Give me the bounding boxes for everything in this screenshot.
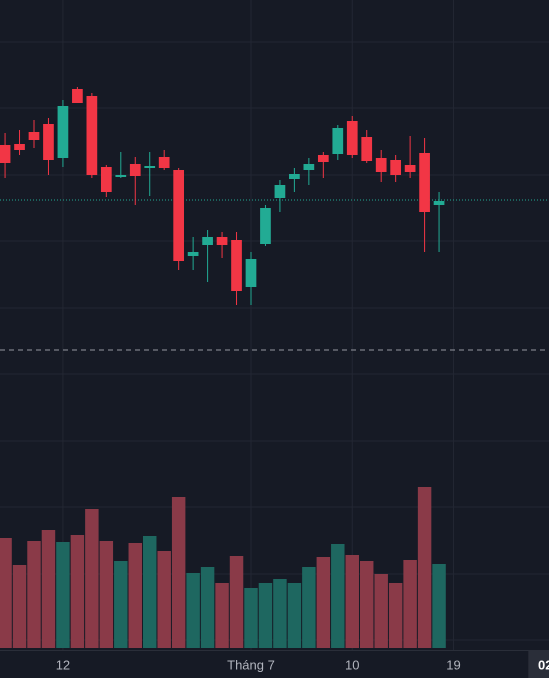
candle-body (375, 158, 387, 172)
volume-bar (56, 542, 70, 648)
crosshair-label-box (528, 651, 549, 678)
x-tick-label: 10 (345, 657, 359, 672)
volume-bar (142, 536, 157, 648)
candle-body (187, 252, 199, 256)
volume-bar (200, 567, 215, 648)
candle-body (115, 175, 127, 177)
candle-body (202, 237, 213, 245)
candle-body (173, 170, 185, 261)
candle-body (332, 128, 344, 154)
candle-body (0, 145, 11, 163)
volume-bar (273, 579, 287, 648)
candle-body (72, 89, 83, 103)
volume-bar (388, 583, 403, 648)
volume-bar (432, 564, 446, 648)
candle-body (14, 144, 25, 150)
volume-bar (27, 541, 41, 648)
x-tick-label: Tháng 7 (227, 657, 275, 672)
candle-body (260, 208, 271, 244)
candle-body (419, 153, 430, 212)
volume-bar (114, 561, 128, 648)
candle-body (129, 164, 141, 176)
x-tick-label: 19 (446, 657, 460, 672)
candle-body (57, 106, 69, 158)
candle-body (28, 132, 40, 140)
volume-bar (85, 509, 99, 648)
volume-bar (316, 557, 331, 648)
candle-body (245, 259, 257, 287)
volume-bar (229, 556, 244, 648)
volume-bar (186, 573, 200, 648)
candle-body (231, 240, 242, 291)
volume-bar (157, 551, 171, 648)
volume-bar (331, 544, 345, 648)
volume-bar (99, 541, 114, 648)
candle-body (303, 164, 315, 170)
candle-body (390, 160, 402, 175)
volume-bar (12, 565, 27, 648)
volume-bar (403, 560, 417, 648)
volume-bar (302, 567, 316, 648)
candle-body (404, 165, 416, 172)
candle-body (274, 185, 286, 198)
candle-body (144, 166, 156, 168)
volume-bar (244, 588, 258, 648)
candle-body (86, 96, 98, 175)
volume-bar (417, 487, 432, 648)
candle-body (158, 157, 170, 168)
crosshair-label: 02 (538, 657, 549, 672)
volume-bar (70, 535, 85, 648)
volume-bar (128, 543, 142, 648)
candle-body (100, 167, 112, 192)
volume-bar (345, 555, 359, 648)
x-tick-label: 12 (56, 657, 70, 672)
candle-body (43, 124, 54, 160)
candle-body (216, 237, 228, 245)
volume-bar (359, 561, 374, 648)
candle-body (433, 201, 445, 205)
volume-bar (215, 583, 229, 648)
candle-body (317, 155, 329, 162)
volume-bar (374, 574, 388, 648)
volume-bar (171, 497, 186, 648)
volume-bar (287, 583, 302, 648)
volume-bar (41, 530, 56, 648)
volume-bar (258, 583, 273, 648)
candle-body (289, 174, 300, 179)
candle-body (346, 121, 358, 155)
candle-body (361, 137, 373, 161)
volume-bar (0, 538, 12, 648)
